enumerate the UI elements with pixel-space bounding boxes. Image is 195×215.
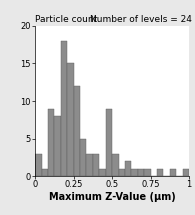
Bar: [119, 169, 125, 176]
Bar: [42, 169, 48, 176]
Bar: [93, 154, 99, 176]
Bar: [74, 86, 80, 176]
Bar: [35, 154, 42, 176]
Bar: [106, 109, 112, 176]
Bar: [67, 63, 74, 176]
Bar: [86, 154, 93, 176]
Text: Particle count: Particle count: [35, 15, 97, 24]
Bar: [99, 169, 106, 176]
Bar: [48, 109, 54, 176]
X-axis label: Maximum Z-Value (μm): Maximum Z-Value (μm): [49, 192, 176, 202]
Bar: [54, 116, 61, 176]
Bar: [138, 169, 144, 176]
Bar: [183, 169, 189, 176]
Bar: [131, 169, 138, 176]
Bar: [144, 169, 151, 176]
Bar: [157, 169, 163, 176]
Bar: [61, 41, 67, 176]
Bar: [112, 154, 119, 176]
Bar: [170, 169, 176, 176]
Text: Number of levels = 24: Number of levels = 24: [90, 15, 192, 24]
Bar: [125, 161, 131, 176]
Bar: [80, 139, 86, 176]
